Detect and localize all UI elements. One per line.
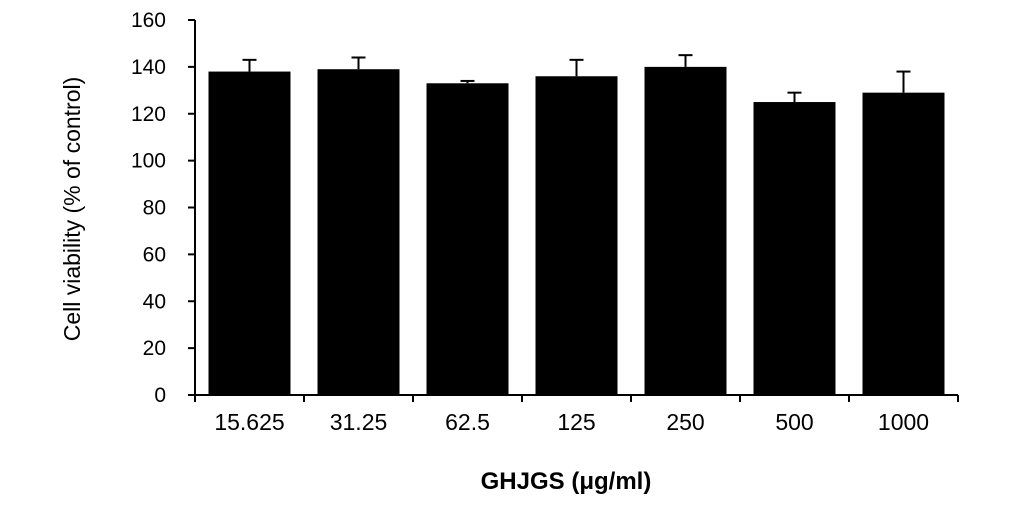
y-axis-title: Cell viability (% of control) [59,77,85,342]
x-tick-label: 125 [557,409,595,435]
y-tick-label: 0 [154,384,166,407]
bar-1000 [862,92,945,395]
y-tick-label: 40 [143,290,166,313]
bars [208,66,945,395]
x-tick-label: 31.25 [330,409,388,435]
x-tick-label: 250 [666,409,704,435]
x-tick-label: 1000 [878,409,929,435]
bar-15.625 [208,71,291,395]
bar-500 [753,102,836,395]
bar-31.25 [317,69,400,395]
y-tick-label: 100 [131,150,166,173]
bar-62.5 [426,83,509,395]
x-axis-ticks: 15.625 31.25 62.5 125 250 500 1000 [194,395,959,435]
bar-250 [644,66,727,395]
x-tick-label: 62.5 [445,409,490,435]
y-tick-label: 160 [131,9,166,32]
y-tick-label: 80 [143,197,166,220]
x-axis-title: GHJGS (μg/ml) [481,468,652,495]
bar-125 [535,76,618,395]
x-tick-label: 500 [775,409,813,435]
y-tick-label: 60 [143,243,166,266]
x-tick-label: 15.625 [214,409,284,435]
y-axis-ticks: 0 20 40 60 80 100 120 140 160 [131,9,195,407]
error-bars [242,54,911,103]
y-tick-label: 140 [131,56,166,79]
y-tick-label: 20 [143,337,166,360]
y-tick-label: 120 [131,103,166,126]
